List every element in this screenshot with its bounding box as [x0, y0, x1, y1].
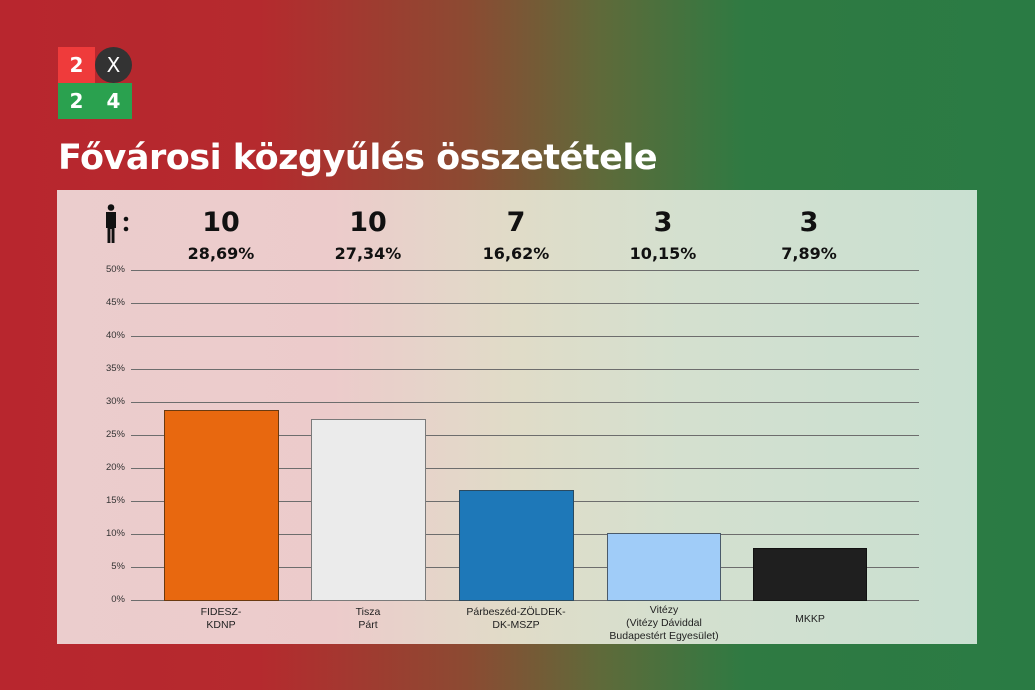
- x-label-line: DK-MSZP: [492, 619, 540, 631]
- x-label-line: KDNP: [206, 619, 236, 631]
- y-tick: 30%: [105, 396, 125, 407]
- bar-vitezy: [607, 533, 721, 601]
- x-label-tisza-part: Tisza Párt: [283, 606, 453, 632]
- x-label-line: Budapestért Egyesület): [609, 630, 719, 642]
- percent-value: 16,62%: [482, 244, 550, 263]
- x-label-parbeszed: Párbeszéd-ZÖLDEK- DK-MSZP: [431, 606, 601, 632]
- page-title: Fővárosi közgyűlés összetétele: [58, 138, 658, 178]
- x-label-vitezy: Vitézy (Vitézy Dáviddal Budapestért Egye…: [579, 604, 749, 643]
- y-tick: 50%: [105, 264, 125, 275]
- x-label-line: MKKP: [795, 613, 825, 625]
- logo-green-band: [58, 83, 132, 119]
- bar-fidesz-kdnp: [164, 410, 279, 601]
- y-tick: 35%: [105, 363, 125, 374]
- logo-cell: 2: [58, 47, 95, 83]
- x-label-line: Vitézy: [649, 604, 679, 616]
- seats-value: 10: [349, 207, 387, 238]
- y-tick: 15%: [105, 495, 125, 506]
- y-tick: 45%: [105, 297, 125, 308]
- bar-parbeszed-zoldek-dk-mszp: [459, 490, 574, 601]
- person-icon: [106, 204, 129, 243]
- gridline: [131, 435, 919, 436]
- y-tick: 5%: [111, 561, 125, 572]
- logo-cell: 4: [106, 89, 121, 113]
- gridline: [131, 270, 919, 271]
- logo-cell: 2: [69, 89, 84, 113]
- x-label-line: Párt: [358, 619, 378, 631]
- seats-value: 3: [653, 207, 673, 238]
- percent-value: 27,34%: [334, 244, 402, 263]
- x-label-line: (Vitézy Dáviddal: [626, 617, 702, 629]
- gridline: [131, 336, 919, 337]
- gridline: [131, 303, 919, 304]
- y-tick: 20%: [105, 462, 125, 473]
- seats-value: 3: [799, 207, 819, 238]
- gridline: [131, 369, 919, 370]
- y-tick: 40%: [105, 330, 125, 341]
- x-label-fidesz-kdnp: FIDESZ- KDNP: [136, 606, 306, 632]
- percent-value: 7,89%: [781, 244, 837, 263]
- percent-value: 28,69%: [187, 244, 255, 263]
- gridline: [131, 402, 919, 403]
- percent-value: 10,15%: [629, 244, 697, 263]
- y-tick: 25%: [105, 429, 125, 440]
- bar-mkkp: [753, 548, 867, 601]
- x-label-line: FIDESZ-: [200, 606, 242, 618]
- seats-value: 7: [506, 207, 526, 238]
- bar-tisza-part: [311, 419, 426, 601]
- y-tick: 10%: [105, 528, 125, 539]
- y-tick: 0%: [111, 594, 125, 605]
- gridline: [131, 468, 919, 469]
- seats-value: 10: [202, 207, 240, 238]
- x-label-line: Tisza: [355, 606, 381, 618]
- x-label-line: Párbeszéd-ZÖLDEK-: [466, 606, 566, 618]
- logo-2x24: 2 X 2 4: [58, 47, 132, 119]
- logo-cell: X: [95, 47, 132, 83]
- x-label-mkkp: MKKP: [725, 613, 895, 626]
